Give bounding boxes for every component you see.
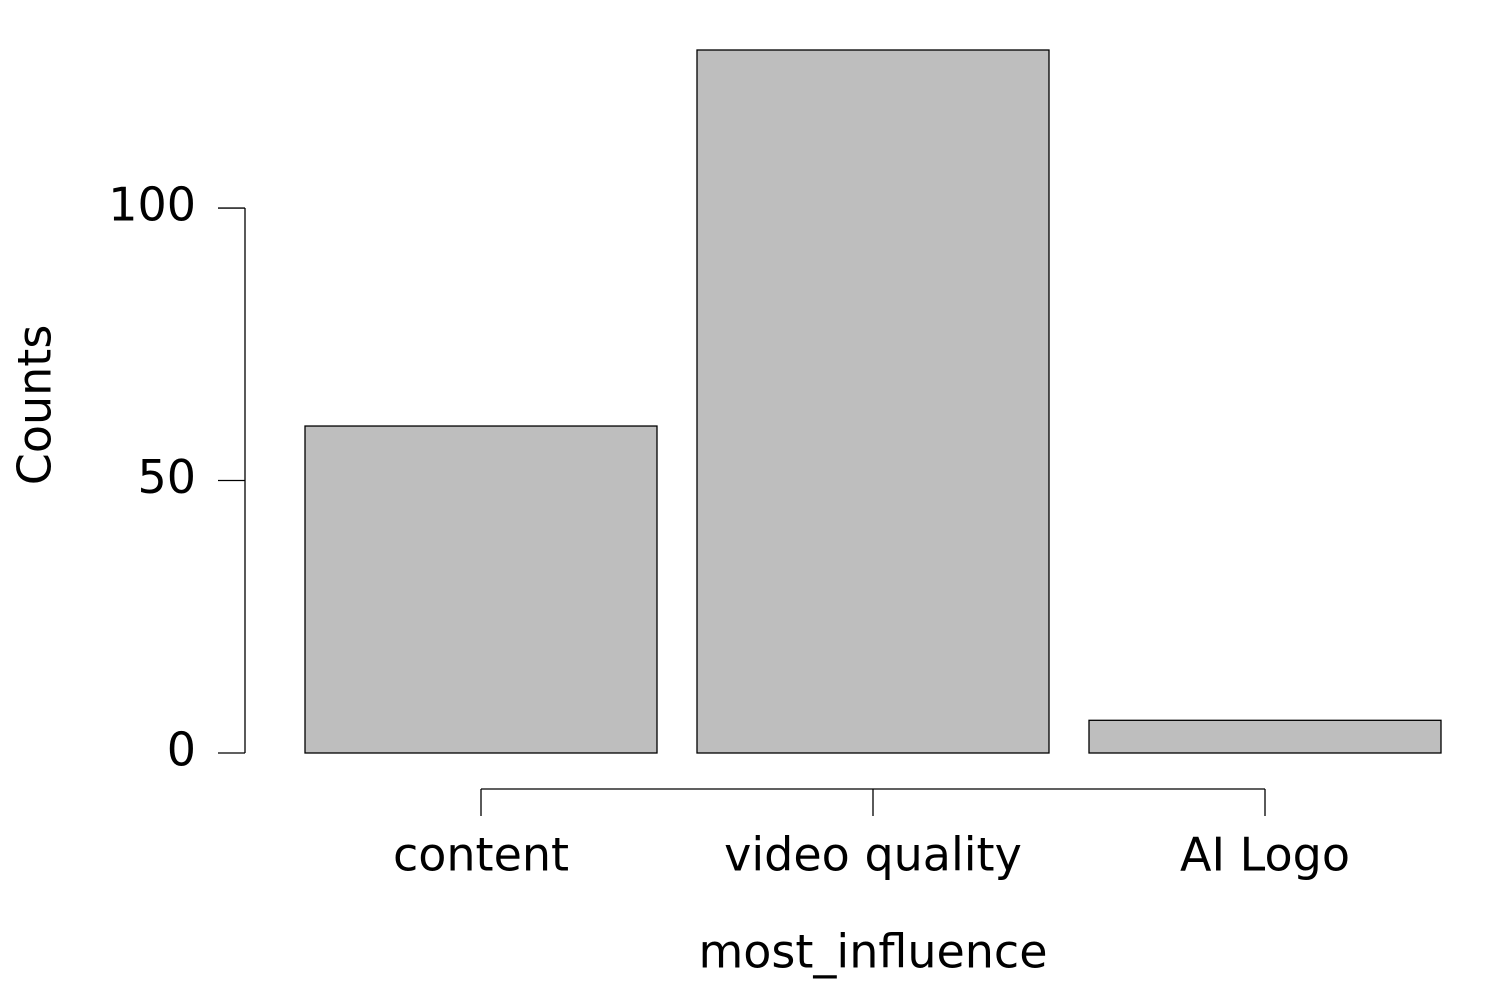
y-tick-label: 0 bbox=[167, 723, 196, 777]
bar bbox=[304, 425, 658, 754]
x-tick-label: AI Logo bbox=[1180, 828, 1350, 882]
bar bbox=[1088, 719, 1442, 754]
x-axis-title: most_influence bbox=[698, 925, 1047, 979]
y-tick-label: 100 bbox=[108, 178, 196, 232]
x-tick-label: video quality bbox=[724, 828, 1022, 882]
y-axis-title: Counts bbox=[8, 325, 62, 486]
x-tick-label: content bbox=[393, 828, 569, 882]
bar bbox=[696, 49, 1050, 754]
y-tick-label: 50 bbox=[137, 450, 196, 504]
